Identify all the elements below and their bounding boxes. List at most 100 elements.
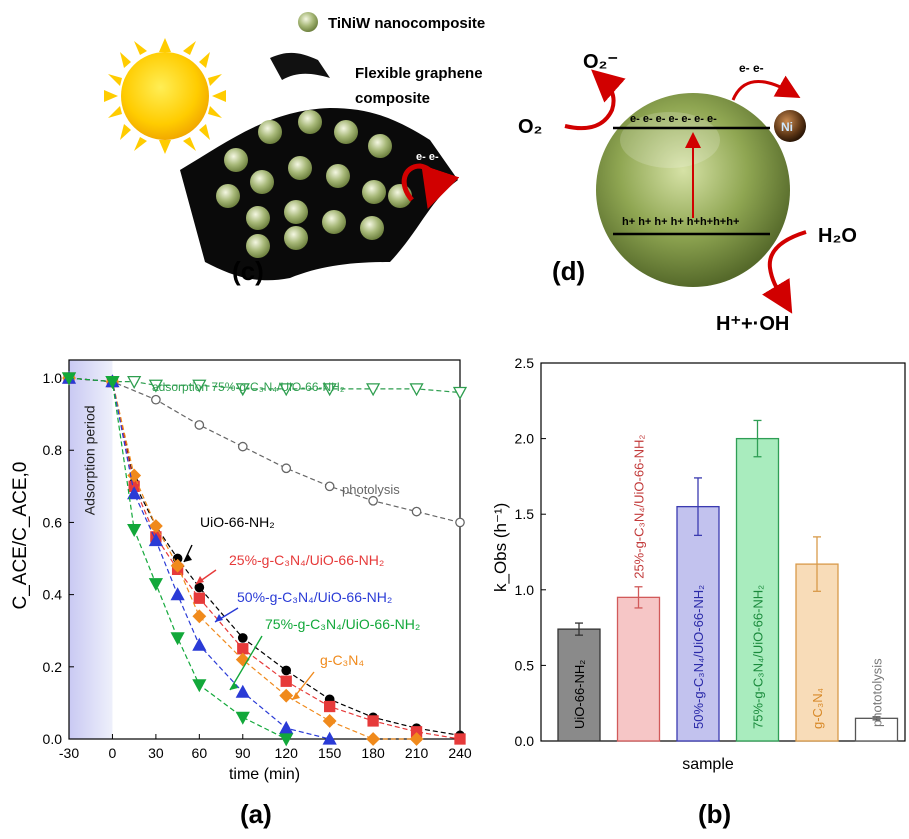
hole-row: h+ h+ h+ h+ h+h+h+h+ (622, 216, 739, 228)
annotation-arrowhead-1 (196, 576, 204, 584)
bar-group-phototolysis: phototolysis (854, 658, 899, 742)
annotation-pointer-0 (183, 544, 193, 563)
data-point-5-6 (235, 684, 250, 698)
series-photolysis (64, 373, 465, 528)
data-point-1-6 (324, 481, 335, 492)
nanoparticle-6 (250, 170, 274, 194)
legend-nanocomposite-label: TiNiW nanocomposite (328, 15, 485, 32)
x-tick-label-7: 180 (361, 745, 385, 761)
electron-transfer-arrow (401, 163, 460, 209)
bar-0 (557, 628, 601, 742)
y-tick-label-1: 0.2 (43, 659, 63, 675)
annotation-photolysis: photolysis (342, 482, 400, 497)
data-point-6-4 (170, 632, 185, 646)
electron-row: e- e- e- e- e- e- e- (630, 113, 717, 125)
data-point-5-8 (322, 731, 337, 745)
series-line-6 (68, 377, 287, 740)
nanoparticle-16 (284, 226, 308, 250)
data-point-0-2 (127, 376, 142, 390)
annotation-50-g-c-n-uio-66-nh: 50%-g-C₃N₄/UiO-66-NH₂ (237, 589, 392, 605)
y-tick-label-2: 0.4 (43, 587, 63, 603)
data-point-1-8 (411, 506, 422, 517)
nanoparticle-11 (284, 200, 308, 224)
electron-to-ni-arrow (731, 75, 801, 101)
x-axis-label: time (min) (229, 766, 300, 783)
data-point-1-4 (237, 441, 248, 452)
data-point-0-9 (409, 383, 424, 397)
data-point-3-9 (367, 715, 379, 727)
bar-label-2: 50%-g-C₃N₄/UiO-66-NH₂ (691, 585, 706, 729)
data-point-4-5 (192, 609, 207, 624)
data-point-1-9 (455, 517, 465, 528)
annotation-75-g-c-n-uio-66-nh: 75%-g-C₃N₄/UiO-66-NH₂ (265, 616, 420, 632)
b-y-tick-label-1: 0.5 (515, 657, 535, 673)
bar-label-4: g-C₃N₄ (810, 688, 825, 729)
water-label: H₂O (818, 225, 857, 247)
data-point-6-5 (192, 679, 207, 693)
nanoparticle-8 (326, 164, 350, 188)
bar-group-75-g-c-n-uio-66-nh: 75%-g-C₃N₄/UiO-66-NH₂ (735, 419, 780, 742)
bar-group-g-c-n: g-C₃N₄ (795, 536, 839, 742)
nanoparticle-2 (298, 110, 322, 134)
b-y-tick-label-3: 1.5 (515, 506, 535, 522)
data-point-6-1 (105, 376, 120, 390)
legend-nanocomposite-icon (298, 12, 318, 32)
x-tick-label-6: 150 (318, 745, 342, 761)
x-tick-label-4: 90 (235, 745, 251, 761)
data-point-0-10 (452, 386, 468, 400)
nanoparticle-12 (322, 210, 346, 234)
nanoparticle-9 (362, 180, 386, 204)
data-point-6-3 (148, 578, 163, 592)
ni-label: Ni (781, 120, 793, 134)
annotation-arrowhead-2 (215, 614, 223, 622)
data-point-0-5 (235, 383, 250, 397)
data-point-2-7 (281, 665, 292, 676)
nanoparticle-5 (216, 184, 240, 208)
products-label: H⁺+·OH (716, 313, 789, 335)
bar-group-uio-66-nh: UiO-66-NH₂ (557, 622, 601, 742)
nanoparticle-15 (246, 234, 270, 258)
b-y-axis-label: k_Obs (h⁻¹) (491, 503, 510, 592)
data-point-4-10 (409, 732, 424, 746)
annotation-arrowhead-3 (230, 682, 238, 690)
bar-2 (676, 505, 720, 742)
b-x-axis-label: sample (682, 756, 734, 773)
series-line-4 (68, 377, 417, 740)
ni-particle (774, 110, 806, 142)
data-point-3-7 (280, 675, 292, 687)
series-line-1 (68, 377, 461, 524)
oxygen-label: O₂ (518, 116, 542, 138)
nanoparticle-7 (288, 156, 312, 180)
oxygen-reduction-arrow (564, 69, 626, 131)
x-tick-label-8: 210 (405, 745, 429, 761)
data-point-4-9 (366, 732, 381, 746)
legend-graphene-label-2: composite (355, 90, 430, 107)
data-point-0-6 (279, 383, 294, 397)
b-y-tick-label-4: 2.0 (515, 431, 535, 447)
data-point-3-6 (237, 643, 249, 655)
y-tick-label-3: 0.6 (43, 514, 63, 530)
y-tick-label-4: 0.8 (43, 442, 63, 458)
data-point-0-8 (366, 383, 381, 397)
adsorption-period-region (69, 360, 113, 739)
chart-a-frame (68, 359, 461, 740)
data-point-1-3 (194, 420, 205, 430)
data-point-6-0 (61, 372, 77, 386)
bar-label-1: 25%-g-C₃N₄/UiO-66-NH₂ (632, 435, 647, 579)
annotation-g-c-n: g-C₃N₄ (320, 652, 364, 668)
x-tick-label-9: 240 (448, 745, 472, 761)
data-point-3-11 (454, 733, 466, 745)
panel-c: TiNiW nanocomposite Flexible graphene co… (104, 12, 485, 286)
adsorption-period-label: Adsorption period (81, 405, 97, 515)
panel-a-label: (a) (240, 799, 272, 829)
x-tick-label-0: -30 (59, 745, 79, 761)
data-point-4-7 (279, 688, 294, 703)
series-line-0 (68, 377, 461, 394)
water-oxidation-arrow (762, 230, 807, 314)
panel-d: e- e- e- e- e- e- e- h+ h+ h+ h+ h+h+h+h… (518, 51, 857, 335)
bar-label-0: UiO-66-NH₂ (572, 660, 587, 729)
x-tick-label-5: 120 (275, 745, 299, 761)
panel-c-electrons: e- e- (416, 151, 439, 163)
bar-label-5: phototolysis (870, 658, 885, 727)
